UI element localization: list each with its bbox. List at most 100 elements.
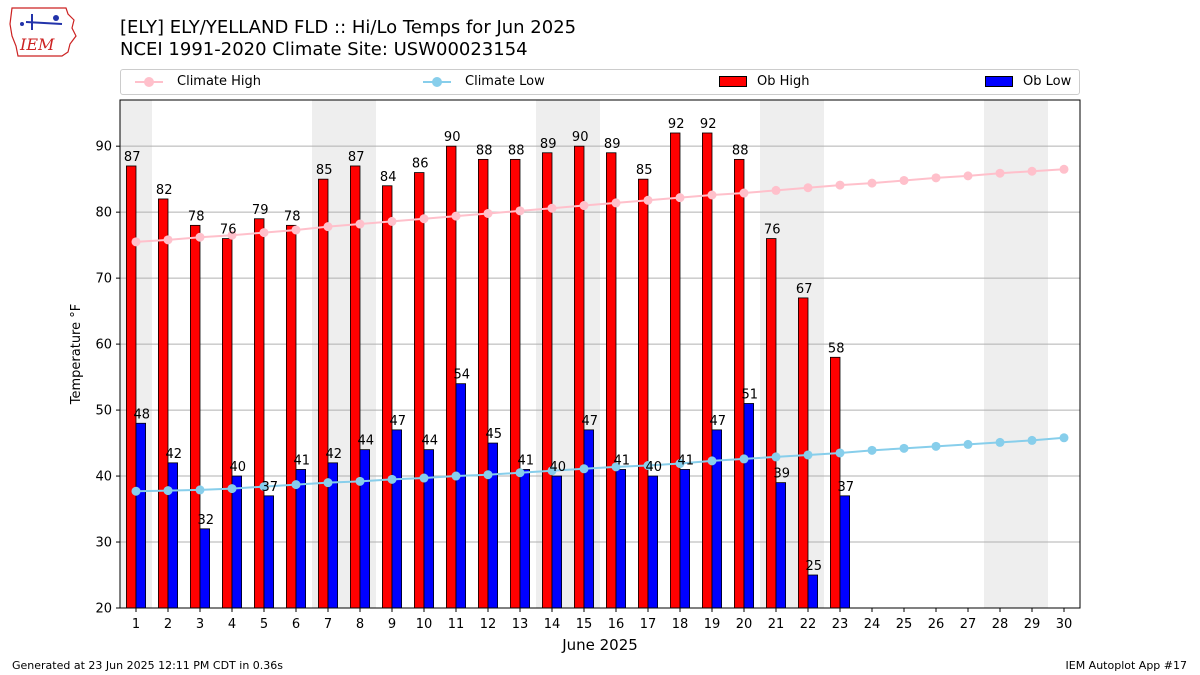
ob-high-bar-label: 88 [508, 143, 525, 158]
climate-high-point [163, 235, 173, 245]
ob-high-bar [509, 158, 521, 609]
ob-low-bar-label: 54 [454, 368, 471, 383]
x-tick-label: 27 [960, 617, 977, 632]
climate-low-point [387, 474, 397, 484]
legend-marker-climate-low [432, 77, 442, 87]
ob-high-bar-label: 87 [348, 150, 365, 165]
climate-low-point [867, 445, 877, 455]
ob-high-bar [349, 165, 361, 609]
ob-high-bar-label: 85 [636, 163, 653, 178]
ob-high-bar [221, 238, 233, 609]
ob-high-bar [606, 152, 617, 609]
climate-high-point [419, 214, 429, 224]
x-tick-label: 8 [356, 617, 364, 632]
ob-low-bar [743, 403, 755, 609]
x-tick-label: 28 [992, 617, 1009, 632]
climate-high-point [803, 183, 813, 193]
climate-high-point [995, 168, 1005, 178]
climate-high-point [579, 201, 589, 211]
climate-high-point [451, 211, 461, 221]
ob-high-bar [381, 185, 393, 609]
svg-text:IEM: IEM [19, 35, 55, 54]
climate-high-point [643, 195, 653, 205]
climate-high-point [1027, 166, 1037, 176]
chart-subtitle: NCEI 1991-2020 Climate Site: USW00023154 [120, 39, 528, 60]
climate-low-point [419, 473, 429, 483]
climate-low-point [515, 468, 525, 478]
ob-high-bar [413, 172, 425, 609]
x-tick-label: 25 [896, 617, 913, 632]
climate-low-point [931, 441, 941, 451]
climate-low-point [227, 484, 237, 494]
ob-high-bar-label: 89 [604, 137, 621, 152]
climate-high-point [323, 222, 333, 232]
climate-low-point [899, 443, 909, 453]
ob-low-bar-label: 25 [806, 559, 823, 574]
climate-low-point [835, 448, 845, 458]
ob-high-bar-label: 88 [732, 143, 749, 158]
climate-high-point [291, 225, 301, 235]
ob-low-bar [775, 482, 787, 609]
climate-high-point [675, 193, 685, 203]
ob-high-bar-label: 90 [444, 130, 461, 145]
ob-low-bar [231, 475, 243, 609]
climate-low-point [963, 439, 973, 449]
x-tick-label: 22 [800, 617, 817, 632]
y-tick-label: 20 [95, 602, 112, 617]
x-tick-label: 15 [576, 617, 593, 632]
ob-low-bar-label: 37 [262, 480, 279, 495]
ob-high-bar-label: 92 [668, 117, 685, 132]
ob-low-bar-label: 40 [230, 460, 247, 475]
ob-high-bar [638, 178, 649, 609]
ob-low-bar-label: 47 [390, 414, 407, 429]
y-tick-label: 30 [95, 536, 112, 551]
ob-low-bar-label: 48 [134, 407, 151, 422]
ob-low-bar [455, 383, 467, 609]
ob-high-bar-label: 85 [316, 163, 333, 178]
ob-low-bar-label: 42 [326, 447, 343, 462]
climate-low-point [707, 456, 717, 466]
plot-frame [119, 99, 1081, 609]
ob-high-bar [477, 158, 489, 609]
ob-low-bar-label: 44 [358, 434, 375, 449]
ob-high-bar-label: 79 [252, 203, 269, 218]
y-tick-label: 70 [95, 272, 112, 287]
legend-swatch-ob-low [985, 76, 1013, 87]
x-tick-label: 11 [448, 617, 465, 632]
legend-label: Ob Low [1023, 74, 1072, 89]
ob-low-bar-label: 37 [838, 480, 855, 495]
climate-high-point [515, 206, 525, 216]
ob-high-bar-label: 87 [124, 150, 141, 165]
legend-label: Ob High [757, 74, 810, 89]
ob-low-bar-label: 41 [678, 453, 695, 468]
ob-low-bar [487, 442, 499, 609]
weekend-shade [984, 100, 1016, 608]
ob-high-bar-label: 76 [764, 223, 781, 238]
ob-low-bar-label: 41 [518, 453, 535, 468]
climate-low-point [291, 480, 301, 490]
climate-low-point [323, 478, 333, 488]
climate-low-point [483, 470, 493, 480]
x-tick-label: 2 [164, 617, 172, 632]
y-axis-label: Temperature °F [69, 304, 84, 405]
x-tick-label: 30 [1056, 617, 1073, 632]
climate-high-point [707, 190, 717, 200]
climate-low-point [995, 437, 1005, 447]
climate-low-point [803, 450, 813, 460]
x-tick-label: 21 [768, 617, 785, 632]
climate-high-point [771, 185, 781, 195]
climate-high-point [835, 180, 845, 190]
ob-high-bar [157, 198, 169, 609]
x-tick-label: 18 [672, 617, 689, 632]
x-tick-label: 10 [416, 617, 433, 632]
legend: Climate High Climate Low Ob High Ob Low [120, 69, 1080, 95]
ob-high-bar-label: 67 [796, 282, 813, 297]
ob-low-bar-label: 47 [582, 414, 599, 429]
y-tick-label: 90 [95, 140, 112, 155]
ob-high-bar [702, 132, 713, 609]
climate-high-point [1059, 164, 1069, 174]
climate-low-point [195, 485, 205, 495]
x-tick-label: 1 [132, 617, 140, 632]
x-tick-label: 16 [608, 617, 625, 632]
